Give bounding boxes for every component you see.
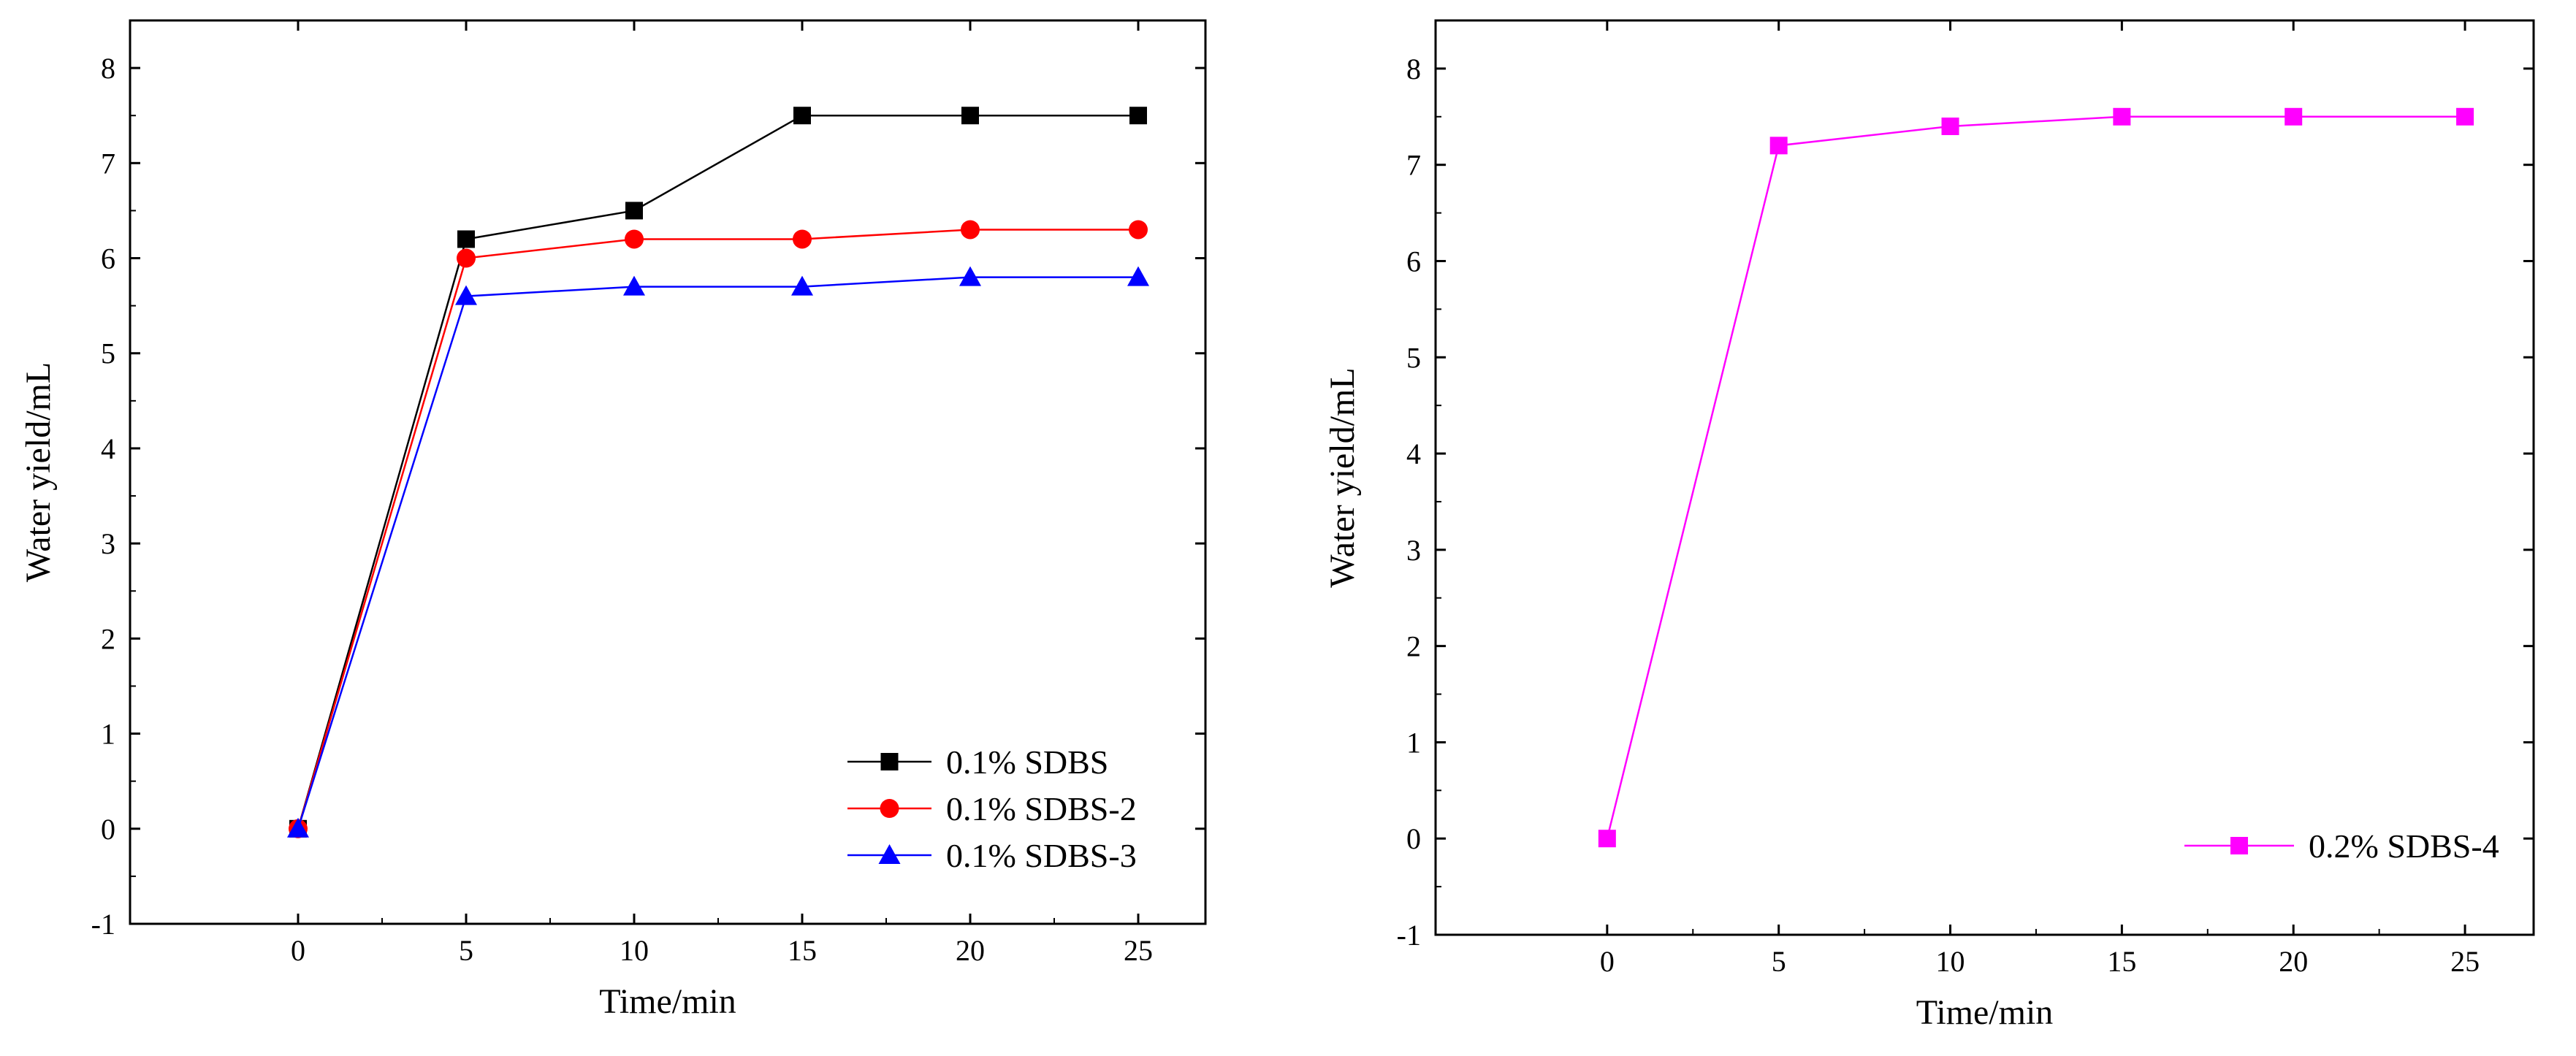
series-line-3 xyxy=(297,276,1138,830)
series-line-1 xyxy=(297,114,1138,830)
chart-right: 0 5 10 15 20 25 -1 0 1 2 3 4 5 6 7 8 Time/min Water yield… xyxy=(1323,19,2535,1032)
y-tick-label: -1 xyxy=(1397,919,1421,952)
y-tick-label: 8 xyxy=(1406,53,1421,85)
y-tick-label: 6 xyxy=(1406,245,1421,278)
legend-label: 0.1% SDBS xyxy=(946,743,1108,781)
data-point xyxy=(2456,107,2474,126)
x-tick-label: 20 xyxy=(956,934,985,967)
y-tick-label: 3 xyxy=(101,527,115,560)
x-tick-label: 5 xyxy=(459,934,473,967)
data-point xyxy=(457,248,476,268)
data-point xyxy=(793,107,811,125)
y-tick-label: 1 xyxy=(1406,726,1421,759)
y-tick-label: 5 xyxy=(1406,341,1421,374)
x-tick-label: 0 xyxy=(291,934,305,967)
y-tick-label: -1 xyxy=(91,908,115,941)
x-tick-label: 10 xyxy=(1936,945,1965,978)
x-axis-title: Time/min xyxy=(599,982,736,1021)
legend-marker xyxy=(878,844,901,864)
plot-frame xyxy=(1434,19,2535,936)
y-tick-label: 2 xyxy=(101,622,115,655)
y-tick-label: 0 xyxy=(1406,822,1421,855)
y-tick-label: 4 xyxy=(101,432,115,465)
x-tick-label: 15 xyxy=(788,934,817,967)
series-line-2 xyxy=(297,229,1138,830)
x-axis-title: Time/min xyxy=(1916,993,2054,1032)
data-point xyxy=(1941,117,1959,135)
data-point xyxy=(961,107,979,125)
y-tick-label: 3 xyxy=(1406,534,1421,567)
data-point xyxy=(791,275,813,296)
legend-label: 0.2% SDBS-4 xyxy=(2309,827,2499,865)
data-point xyxy=(623,275,645,296)
y-axis-title: Water yield/mL xyxy=(1323,367,1362,587)
y-tick-label: 4 xyxy=(1406,437,1421,470)
data-point xyxy=(287,817,309,838)
data-point xyxy=(625,202,643,220)
y-tick-label: 1 xyxy=(101,718,115,751)
data-point xyxy=(959,266,981,286)
data-point xyxy=(1127,266,1149,286)
x-tick-label: 15 xyxy=(2107,945,2136,978)
x-tick-label: 20 xyxy=(2279,945,2308,978)
legend-label: 0.1% SDBS-3 xyxy=(946,837,1137,874)
chart-left: 0 5 10 15 20 25 -1 0 1 2 3 4 5 6 7 8 Time/min Water yield… xyxy=(19,19,1207,1021)
legend-marker xyxy=(2230,837,2248,854)
data-point xyxy=(1129,107,1147,125)
legend-label: 0.1% SDBS-2 xyxy=(946,790,1137,827)
x-tick-label: 5 xyxy=(1772,945,1786,978)
x-tick-label: 10 xyxy=(620,934,649,967)
data-point xyxy=(455,285,477,305)
y-axis-title: Water yield/mL xyxy=(19,362,58,582)
legend-marker xyxy=(880,753,899,770)
x-tick-label: 0 xyxy=(1600,945,1615,978)
data-point xyxy=(1129,220,1148,240)
y-tick-label: 7 xyxy=(101,147,115,180)
y-tick-label: 2 xyxy=(1406,630,1421,663)
legend-marker xyxy=(880,799,899,818)
y-tick-label: 8 xyxy=(101,52,115,85)
x-tick-label: 25 xyxy=(1124,934,1153,967)
data-point xyxy=(625,229,644,249)
y-tick-label: 5 xyxy=(101,337,115,370)
data-point xyxy=(1598,830,1616,848)
y-tick-label: 6 xyxy=(101,242,115,275)
data-point xyxy=(961,220,980,240)
data-point xyxy=(457,230,475,248)
data-point xyxy=(2285,107,2303,126)
data-point xyxy=(793,229,812,249)
data-point xyxy=(1769,137,1788,155)
series-line-1 xyxy=(1606,115,2466,839)
y-tick-label: 0 xyxy=(101,813,115,846)
x-tick-label: 25 xyxy=(2450,945,2480,978)
plot-frame xyxy=(129,19,1207,925)
y-tick-label: 7 xyxy=(1406,149,1421,182)
data-point xyxy=(2113,107,2131,126)
